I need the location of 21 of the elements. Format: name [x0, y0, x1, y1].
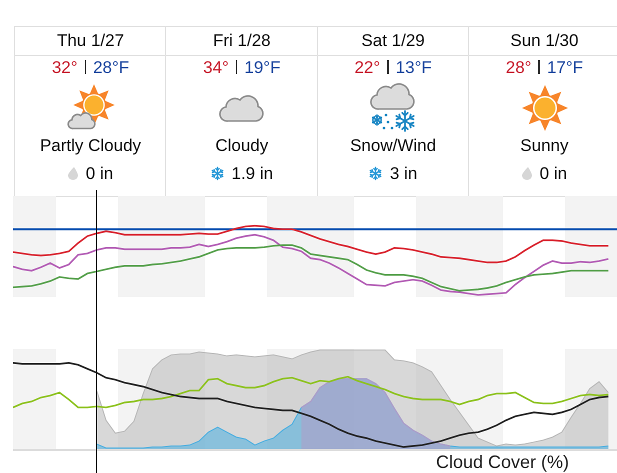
data-label: 1.9 in	[232, 164, 274, 183]
category-label: Sun 1/30	[468, 27, 617, 56]
category-label: Thu 1/27	[15, 27, 166, 56]
data-label: 34°	[203, 58, 229, 77]
data-label: 19°F	[244, 58, 280, 77]
category-label: Sat 1/29	[318, 27, 469, 56]
category-label: Fri 1/28	[166, 27, 318, 56]
data-label: 17°F	[546, 58, 584, 77]
data-label: 3 in	[390, 164, 418, 183]
data-label: 28°	[506, 58, 532, 77]
text: Cloudy	[214, 135, 270, 157]
data-label: 28°F	[93, 58, 130, 77]
data-label: 13°F	[396, 58, 432, 77]
data-label: 0 in	[540, 164, 568, 183]
text: Snow/Wind	[349, 135, 438, 157]
data-label: 0 in	[86, 164, 114, 183]
data-label: 22°	[354, 58, 380, 77]
text: Partly Cloudy	[38, 135, 142, 157]
text: Sunny	[519, 135, 570, 157]
text: Cloud Cover (%)	[436, 452, 570, 472]
data-label: 32°	[52, 58, 78, 77]
